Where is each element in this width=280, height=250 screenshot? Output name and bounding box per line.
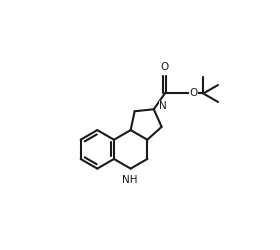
Text: O: O xyxy=(161,62,169,72)
Text: N: N xyxy=(158,101,166,111)
Text: O: O xyxy=(190,88,198,99)
Text: NH: NH xyxy=(122,175,137,185)
